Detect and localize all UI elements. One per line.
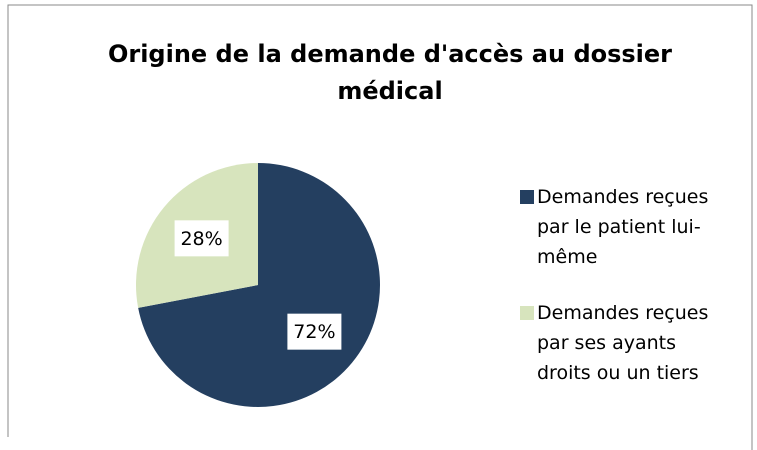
data-label: 28% <box>180 228 222 250</box>
legend-entry: Demandes reçues par le patient lui-même <box>520 182 730 272</box>
legend-label: Demandes reçues par le patient lui-même <box>537 186 709 268</box>
legend-entry: Demandes reçues par ses ayants droits ou… <box>520 298 730 388</box>
data-label-box <box>287 313 342 350</box>
chart-title: Origine de la demande d'accès au dossier… <box>107 40 673 105</box>
legend-swatch <box>520 190 534 204</box>
data-label-box <box>174 220 229 257</box>
chart-frame <box>7 4 753 450</box>
legend-label: Demandes reçues par ses ayants droits ou… <box>537 302 709 384</box>
legend-swatch <box>520 306 534 320</box>
data-label: 72% <box>293 321 335 343</box>
